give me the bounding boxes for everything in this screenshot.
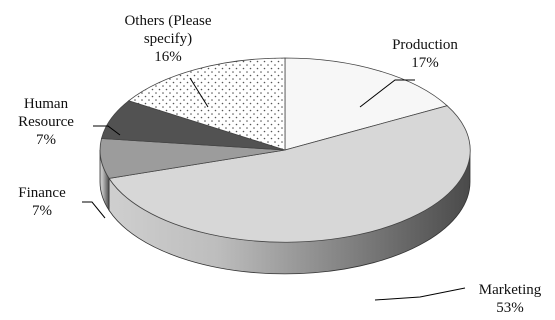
slice-labels: Production 17% Marketing 53% Finance 7% Human R… — [18, 13, 542, 316]
leader-line-human-resource — [93, 125, 121, 136]
leader-line-finance — [82, 201, 106, 219]
label-leader-lines — [82, 77, 466, 301]
leader-line-others — [189, 77, 209, 108]
slice-label-human-resource: Human Resource 7% — [18, 96, 74, 148]
pie-slices — [99, 57, 471, 243]
leader-line-marketing — [374, 287, 466, 301]
slice-label-production: Production 17% — [392, 37, 458, 71]
leader-line-production — [359, 79, 415, 108]
slice-production — [284, 57, 448, 151]
slice-label-finance: Finance 7% — [18, 185, 66, 219]
slice-marketing — [108, 105, 471, 243]
slice-label-marketing: Marketing 53% — [479, 282, 542, 316]
slice-label-others: Others (Please specify) 16% — [124, 13, 211, 65]
slice-others — [127, 57, 286, 151]
